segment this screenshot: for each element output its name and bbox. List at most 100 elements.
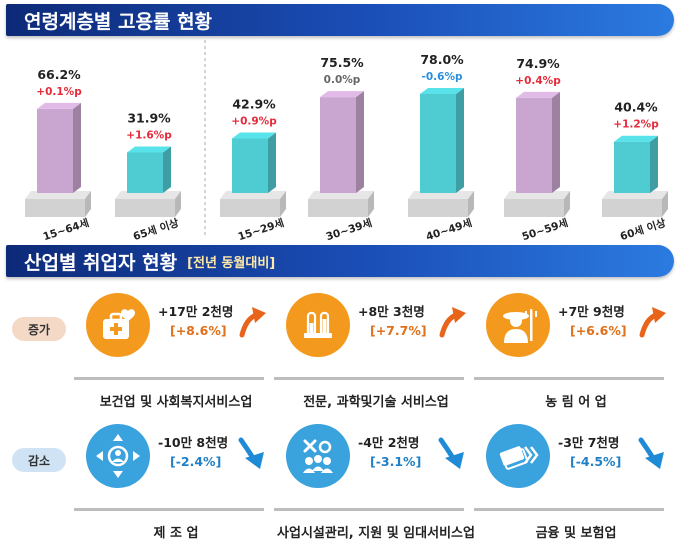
bar (614, 141, 650, 193)
section-banner-age: 연령계층별 고용률 현황 (6, 4, 674, 36)
medical-kit-icon (86, 293, 150, 357)
bar-top (127, 146, 171, 153)
increase-arrow-icon (239, 307, 266, 338)
value-label: 74.9% (516, 56, 560, 71)
finance-icon (486, 424, 550, 488)
value-label: 40.4% (614, 100, 658, 115)
bar-top (614, 135, 658, 142)
bar-pedestal-side (368, 191, 374, 217)
industry-change-pct: [-2.4%] (170, 454, 222, 469)
bar-side (456, 87, 464, 193)
bar (420, 93, 456, 193)
employment-rate-chart: 66.2% +0.1%p 15~64세 31.9% +1.6%p 65세 이상 42.9% +… (25, 40, 668, 240)
bar-side (163, 146, 171, 193)
bar-side (356, 91, 364, 193)
industry-change-value: +8만 3천명 (358, 304, 425, 319)
bar-top (232, 132, 276, 139)
item-divider (274, 377, 464, 380)
industry-name: 금융 및 보험업 (535, 526, 617, 541)
industry-change-value: +7만 9천명 (558, 304, 625, 319)
bar-pedestal-side (85, 191, 91, 217)
item-divider (274, 508, 464, 511)
change-label: 0.0%p (324, 74, 361, 86)
bar (320, 97, 356, 193)
industry-name: 전문, 과학및기술 서비스업 (303, 395, 449, 410)
industry-name: 사업시설관리, 지원 및 임대서비스업 (277, 526, 475, 541)
change-label: +0.1%p (36, 86, 82, 98)
bar-pedestal-front (602, 199, 662, 217)
industry-item-decrease-2: -4만 2천명 [-3.1%] 사업시설관리, 지원 및 임대서비스업 (274, 418, 486, 541)
item-divider (74, 508, 264, 511)
change-label: +1.2%p (613, 119, 659, 131)
industry-item-decrease-3: -3만 7천명 [-4.5%] 금융 및 보험업 (474, 418, 680, 541)
industry-change-pct: [+7.7%] (370, 323, 427, 338)
industry-change-value: -10만 8천명 (158, 435, 229, 450)
value-label: 42.9% (232, 97, 276, 112)
change-label: +0.4%p (515, 75, 561, 87)
manufacturing-icon (86, 424, 150, 488)
industry-name: 보건업 및 사회복지서비스업 (99, 395, 253, 410)
bar (516, 97, 552, 193)
category-label: 40~49세 (424, 216, 473, 240)
bar-side (268, 132, 276, 193)
change-label: +1.6%p (126, 129, 172, 141)
category-label: 65세 이상 (131, 216, 180, 240)
bar-pedestal-front (220, 199, 280, 217)
change-label: -0.6%p (422, 71, 463, 83)
bar (232, 138, 268, 193)
industry-name: 제 조 업 (153, 526, 199, 541)
increase-tag: 증가 (12, 317, 66, 341)
farmer-icon (486, 293, 550, 357)
industry-change-pct: [+8.6%] (170, 323, 227, 338)
bar-pedestal-side (280, 191, 286, 217)
item-divider (474, 377, 664, 380)
bar-top (420, 87, 464, 94)
bar-pedestal-side (468, 191, 474, 217)
bar-pedestal-front (25, 199, 85, 217)
change-label: +0.9%p (231, 116, 277, 128)
value-label: 75.5% (320, 55, 364, 70)
industry-item-increase-1: +17만 2천명 [+8.6%] 보건업 및 사회복지서비스업 (74, 287, 286, 410)
increase-arrow-icon (639, 307, 666, 338)
facility-service-icon (286, 424, 350, 488)
category-label: 30~39세 (324, 216, 373, 240)
industry-change-pct: [-3.1%] (370, 454, 422, 469)
bar-pedestal-front (504, 199, 564, 217)
value-label: 31.9% (127, 110, 171, 125)
increase-row: 증가 +17만 2천명 [+8.6%] 보건업 및 사회복지서비스업 (0, 287, 680, 410)
value-label: 78.0% (420, 52, 464, 67)
decrease-arrow-icon (238, 437, 264, 469)
section-title-age: 연령계층별 고용률 현황 (24, 10, 213, 33)
category-label: 60세 이상 (618, 216, 667, 240)
section-subtitle-industry: [전년 동월대비] (187, 255, 276, 271)
bar-side (650, 135, 658, 193)
industry-change-value: -3만 7천명 (558, 435, 620, 450)
industry-change-value: -4만 2천명 (358, 435, 420, 450)
test-tubes-icon (286, 293, 350, 357)
category-label: 15~64세 (41, 216, 90, 240)
decrease-arrow-icon (638, 437, 664, 469)
category-label: 15~29세 (236, 216, 285, 240)
bar (37, 108, 73, 193)
industry-change-value: +17만 2천명 (158, 304, 234, 319)
industry-item-increase-3: +7만 9천명 [+6.6%] 농 림 어 업 (474, 287, 680, 410)
decrease-arrow-icon (438, 437, 464, 469)
section-banner-industry: 산업별 취업자 현황 [전년 동월대비] (6, 245, 674, 277)
industry-item-decrease-1: -10만 8천명 [-2.4%] 제 조 업 (74, 418, 286, 541)
section-title-industry: 산업별 취업자 현황 (24, 251, 178, 274)
bar-top (516, 91, 560, 98)
item-divider (474, 508, 664, 511)
category-label: 50~59세 (520, 216, 569, 240)
bar-pedestal-side (175, 191, 181, 217)
bar-pedestal-side (662, 191, 668, 217)
bar-side (552, 91, 560, 193)
industry-name: 농 림 어 업 (545, 395, 607, 410)
bar-pedestal-front (115, 199, 175, 217)
bar (127, 152, 163, 193)
item-divider (74, 377, 264, 380)
decrease-tag: 감소 (12, 448, 66, 472)
value-label: 66.2% (37, 67, 81, 82)
decrease-row: 감소 -10만 8천명 [-2.4%] 제 조 업 (0, 418, 680, 541)
bar-top (320, 91, 364, 98)
industry-change-pct: [+6.6%] (570, 323, 627, 338)
